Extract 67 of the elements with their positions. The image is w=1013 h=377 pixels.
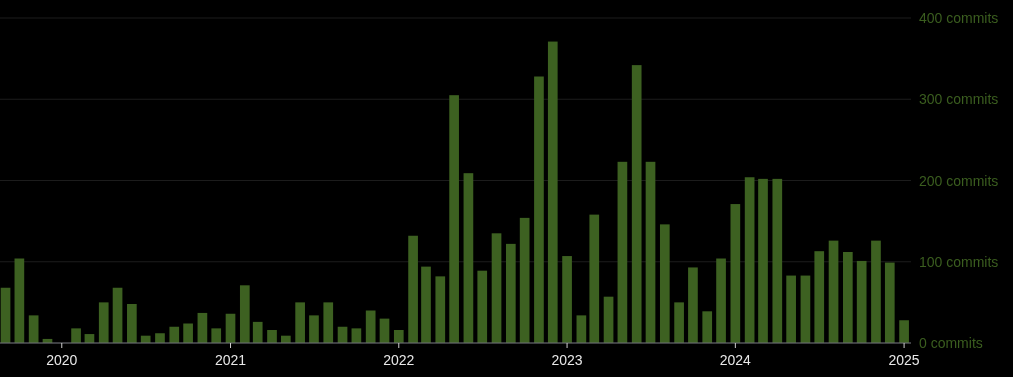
bar [659, 224, 670, 343]
x-tick-label: 2022 [383, 352, 415, 368]
bar [519, 217, 530, 343]
bar [365, 310, 376, 343]
bar [211, 328, 222, 343]
x-tick-label: 2023 [551, 352, 583, 368]
bar [127, 304, 137, 343]
bar [688, 267, 698, 343]
bar [463, 173, 474, 343]
bar [645, 161, 656, 343]
bar [28, 315, 39, 343]
bar [631, 65, 642, 343]
bar [871, 240, 881, 343]
bar [449, 95, 459, 343]
bar [267, 330, 277, 343]
bar [295, 302, 305, 343]
bar [435, 276, 446, 343]
bar [252, 321, 263, 343]
bar [309, 315, 319, 343]
bar [197, 312, 208, 343]
bar [576, 315, 587, 343]
bar [183, 323, 193, 343]
bar [491, 233, 502, 343]
bar [14, 258, 25, 343]
bar [547, 41, 558, 343]
bar [98, 302, 109, 343]
x-tick-label: 2020 [46, 352, 78, 368]
bar [323, 302, 334, 343]
bar [169, 326, 180, 343]
bar [828, 240, 839, 343]
x-tick-label: 2024 [719, 352, 752, 368]
bar [814, 251, 825, 343]
bar [603, 296, 614, 343]
bar [716, 258, 726, 343]
bar [505, 243, 516, 343]
bar [589, 214, 600, 343]
bar [421, 266, 431, 343]
x-tick-label: 2021 [214, 352, 247, 368]
bar [477, 270, 488, 343]
bar [534, 76, 544, 343]
bar [899, 320, 909, 343]
bar [884, 262, 895, 343]
bar [562, 256, 572, 343]
y-tick-label: 200 commits [919, 172, 999, 189]
bar [744, 177, 755, 343]
bar [730, 204, 741, 343]
bar [772, 178, 783, 343]
bar [393, 330, 404, 343]
y-tick-label: 300 commits [919, 91, 999, 108]
bar [800, 275, 811, 343]
bar [843, 252, 853, 343]
bar [71, 328, 81, 343]
bar [617, 161, 628, 343]
bar [112, 287, 123, 343]
bar [0, 287, 11, 343]
bar [856, 260, 867, 343]
y-tick-label: 100 commits [919, 253, 999, 270]
y-tick-label: 0 commits [919, 335, 983, 351]
x-tick-label: 2025 [888, 352, 920, 368]
bar [702, 311, 713, 343]
bar [674, 302, 684, 343]
bar [408, 235, 418, 343]
bar [155, 333, 165, 343]
bar [758, 178, 768, 343]
bar [239, 285, 250, 343]
bar [786, 275, 796, 343]
y-tick-label: 400 commits [919, 10, 999, 26]
